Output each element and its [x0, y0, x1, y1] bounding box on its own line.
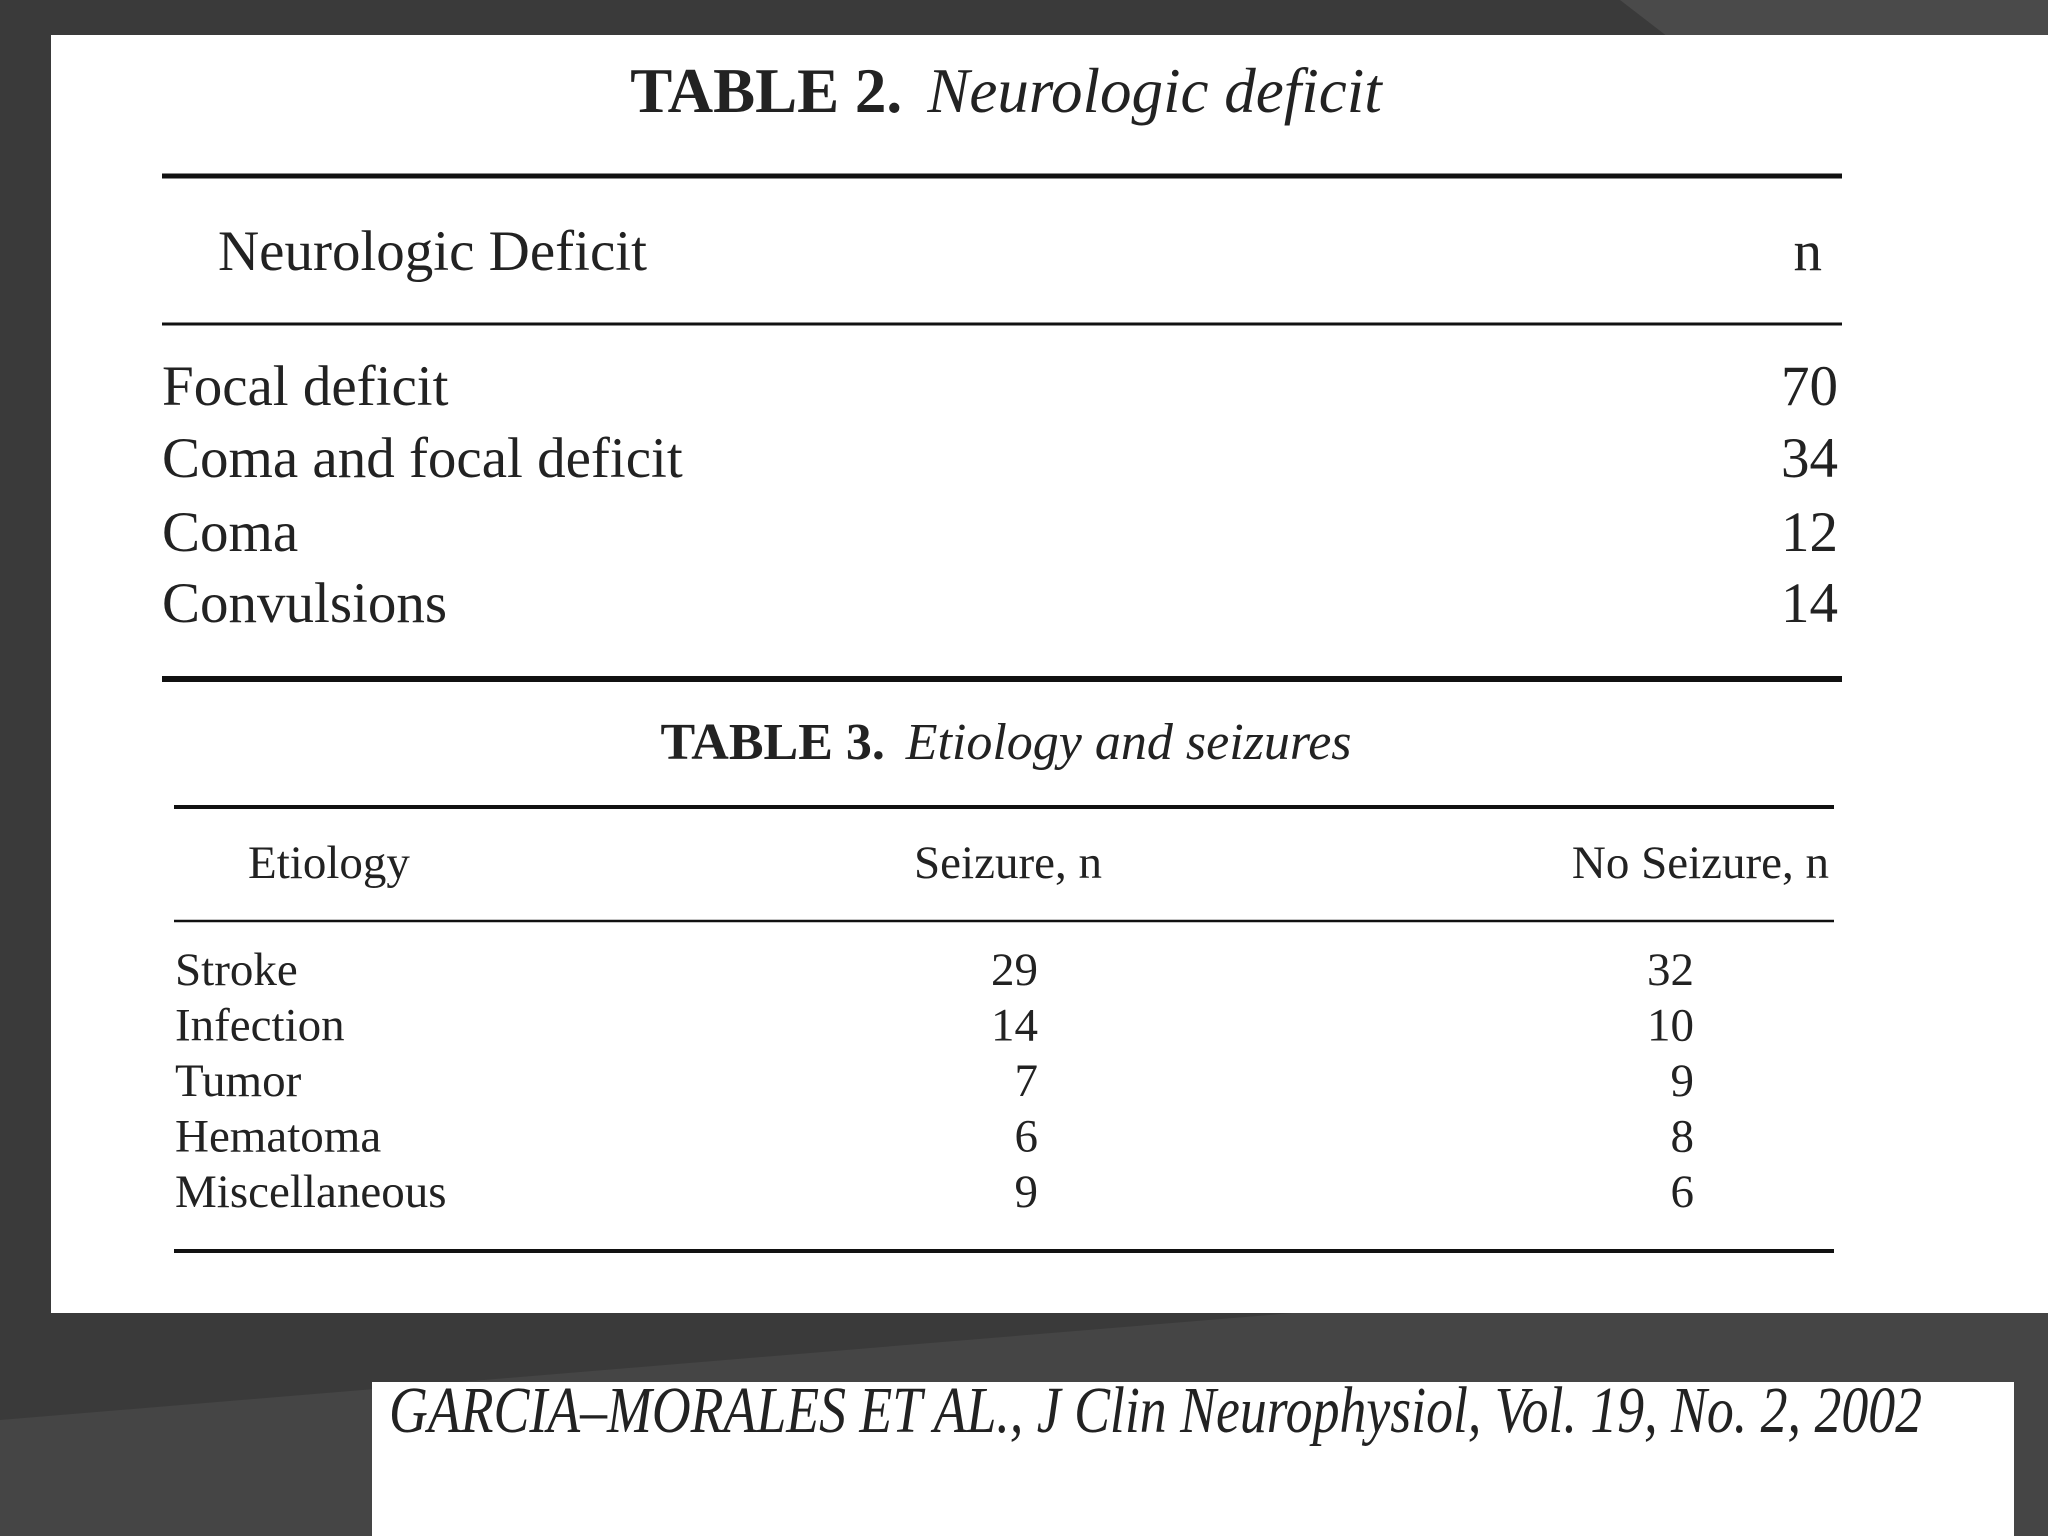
cell-value: 7: [1015, 1055, 1039, 1107]
table-label: TABLE 2.: [630, 56, 902, 126]
cell-value: 70: [1781, 355, 1838, 418]
citation-box: [372, 1382, 2014, 1536]
column-header: Seizure, n: [914, 837, 1102, 889]
cell-value: 6: [1671, 1166, 1695, 1218]
cell-value: 32: [1647, 944, 1694, 996]
column-header: Neurologic Deficit: [218, 220, 647, 283]
column-header: No Seizure, n: [1572, 837, 1829, 889]
row-label: Focal deficit: [162, 355, 449, 418]
cell-value: 14: [991, 999, 1038, 1051]
row-label: Miscellaneous: [175, 1166, 447, 1218]
table-title: TABLE 3. Etiology and seizures: [660, 714, 1351, 771]
row-label: Hematoma: [175, 1110, 381, 1162]
cell-value: 9: [1015, 1166, 1039, 1218]
row-label: Convulsions: [162, 572, 447, 635]
cell-value: 9: [1671, 1055, 1695, 1107]
cell-value: 10: [1647, 999, 1694, 1051]
table-title: TABLE 2. Neurologic deficit: [630, 56, 1383, 126]
row-label: Infection: [175, 999, 345, 1051]
column-header: Etiology: [248, 837, 410, 889]
row-label: Stroke: [175, 944, 298, 996]
cell-value: 8: [1671, 1110, 1695, 1162]
row-label: Tumor: [175, 1055, 302, 1107]
cell-value: 34: [1781, 427, 1838, 490]
column-header: n: [1794, 220, 1823, 283]
citation: GARCIA–MORALES ET AL., J Clin Neurophysi…: [389, 1374, 1922, 1447]
table-caption: Neurologic deficit: [926, 56, 1383, 126]
document-panel: [51, 35, 2048, 1313]
table-label: TABLE 3.: [660, 714, 884, 771]
row-label: Coma and focal deficit: [162, 427, 683, 490]
cell-value: 29: [991, 944, 1038, 996]
row-label: Coma: [162, 501, 298, 564]
cell-value: 12: [1781, 501, 1838, 564]
cell-value: 14: [1781, 572, 1838, 635]
table-caption: Etiology and seizures: [905, 714, 1352, 771]
cell-value: 6: [1015, 1110, 1039, 1162]
